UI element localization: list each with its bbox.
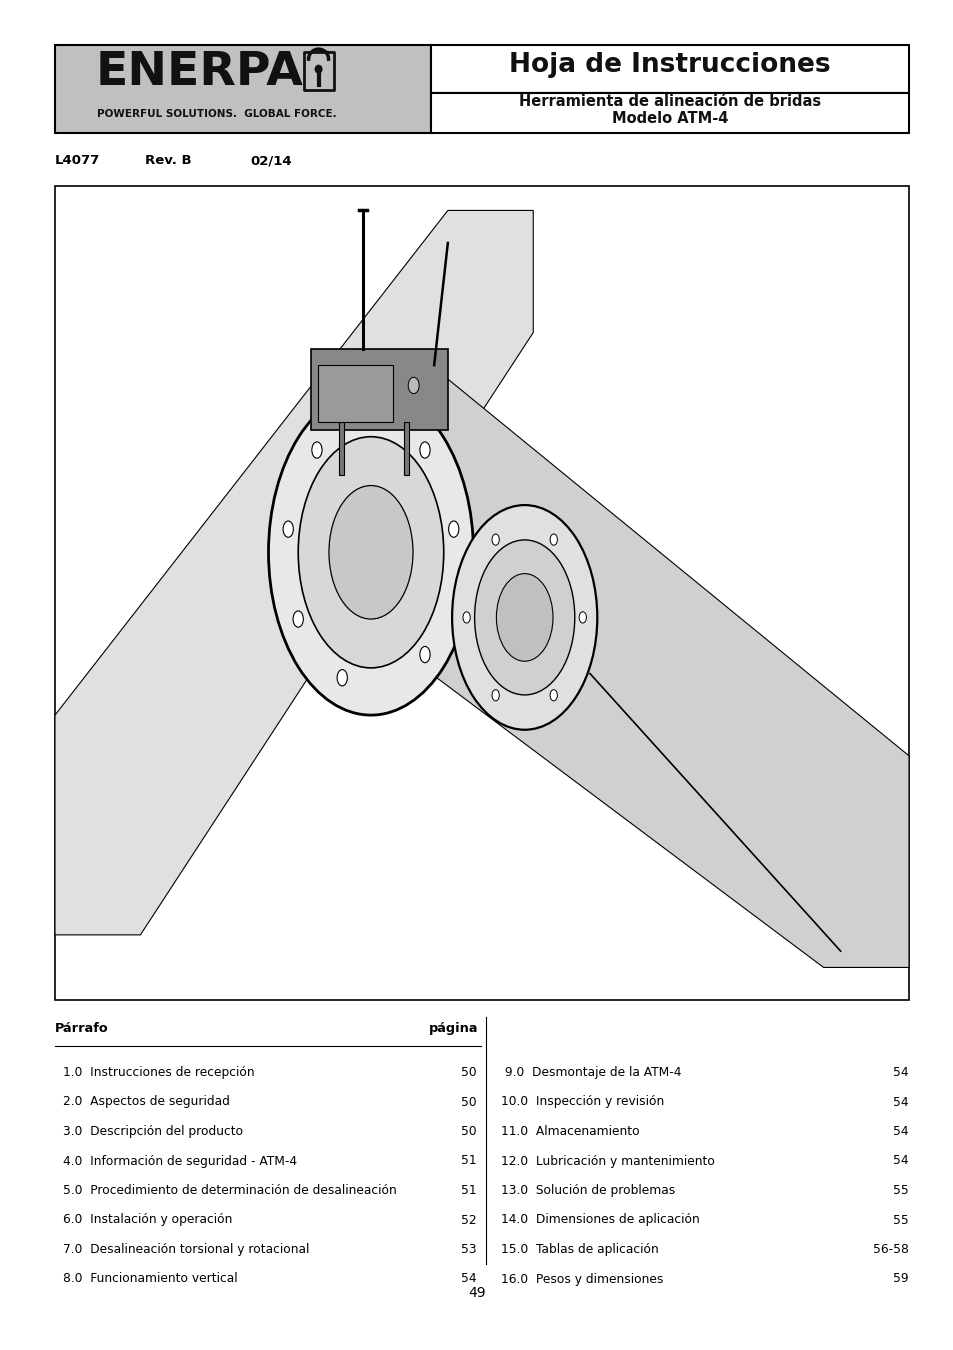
Text: 3.0  Descripción del producto: 3.0 Descripción del producto — [63, 1125, 243, 1138]
Text: 16.0  Pesos y dimensiones: 16.0 Pesos y dimensiones — [500, 1273, 663, 1285]
Ellipse shape — [578, 612, 586, 624]
Ellipse shape — [492, 535, 498, 545]
Ellipse shape — [448, 521, 458, 537]
Ellipse shape — [550, 690, 557, 701]
Text: 6.0  Instalación y operación: 6.0 Instalación y operación — [63, 1214, 233, 1227]
Bar — [404, 423, 409, 475]
Text: 59: 59 — [892, 1273, 908, 1285]
Text: 51: 51 — [460, 1184, 476, 1197]
Ellipse shape — [293, 612, 303, 628]
Bar — [303, 53, 334, 90]
Text: 11.0  Almacenamiento: 11.0 Almacenamiento — [500, 1125, 639, 1138]
Text: 5.0  Procedimiento de determinación de desalineación: 5.0 Procedimiento de determinación de de… — [63, 1184, 396, 1197]
Bar — [55, 45, 431, 134]
Text: 9.0  Desmontaje de la ATM-4: 9.0 Desmontaje de la ATM-4 — [500, 1066, 681, 1079]
Text: 49: 49 — [468, 1287, 485, 1300]
Text: 15.0  Tablas de aplicación: 15.0 Tablas de aplicación — [500, 1243, 659, 1256]
Text: Párrafo: Párrafo — [55, 1022, 109, 1035]
Text: 1.0  Instrucciones de recepción: 1.0 Instrucciones de recepción — [63, 1066, 254, 1079]
Text: 10.0  Inspección y revisión: 10.0 Inspección y revisión — [500, 1095, 664, 1108]
Ellipse shape — [329, 486, 413, 620]
Ellipse shape — [336, 670, 347, 686]
Ellipse shape — [314, 65, 322, 74]
Ellipse shape — [283, 521, 293, 537]
Text: 50: 50 — [460, 1095, 476, 1108]
Text: 52: 52 — [460, 1214, 476, 1227]
Text: 53: 53 — [460, 1243, 476, 1256]
Ellipse shape — [312, 441, 322, 458]
Ellipse shape — [462, 612, 470, 624]
Text: ENERPAC: ENERPAC — [95, 51, 337, 96]
Text: 8.0  Funcionamiento vertical: 8.0 Funcionamiento vertical — [63, 1273, 237, 1285]
Ellipse shape — [492, 690, 498, 701]
Text: 14.0  Dimensiones de aplicación: 14.0 Dimensiones de aplicación — [500, 1214, 700, 1227]
Ellipse shape — [419, 647, 430, 663]
Ellipse shape — [452, 505, 597, 730]
Text: Hoja de Instrucciones: Hoja de Instrucciones — [509, 53, 830, 78]
Ellipse shape — [496, 574, 553, 662]
Polygon shape — [345, 364, 908, 968]
Text: 54: 54 — [892, 1154, 908, 1168]
Text: 2.0  Aspectos de seguridad: 2.0 Aspectos de seguridad — [63, 1095, 230, 1108]
Ellipse shape — [474, 540, 575, 695]
Text: Herramienta de alineación de bridas: Herramienta de alineación de bridas — [518, 93, 821, 109]
Polygon shape — [55, 211, 533, 936]
Bar — [431, 45, 908, 93]
Text: 7.0  Desalineación torsional y rotacional: 7.0 Desalineación torsional y rotacional — [63, 1243, 309, 1256]
Text: 02/14: 02/14 — [250, 154, 292, 167]
Text: 56-58: 56-58 — [872, 1243, 908, 1256]
Text: 50: 50 — [460, 1066, 476, 1079]
Text: 54: 54 — [892, 1125, 908, 1138]
Bar — [431, 93, 908, 134]
Text: 54: 54 — [892, 1066, 908, 1079]
Text: 50: 50 — [460, 1125, 476, 1138]
Text: POWERFUL SOLUTIONS.  GLOBAL FORCE.: POWERFUL SOLUTIONS. GLOBAL FORCE. — [96, 108, 336, 119]
Text: 54: 54 — [460, 1273, 476, 1285]
Text: 4.0  Información de seguridad - ATM-4: 4.0 Información de seguridad - ATM-4 — [63, 1154, 296, 1168]
Text: Rev. B: Rev. B — [145, 154, 192, 167]
Text: 13.0  Solución de problemas: 13.0 Solución de problemas — [500, 1184, 675, 1197]
Bar — [317, 364, 393, 423]
Bar — [338, 423, 343, 475]
Text: 55: 55 — [892, 1214, 908, 1227]
Ellipse shape — [365, 410, 375, 427]
Ellipse shape — [298, 436, 443, 668]
Bar — [311, 348, 447, 431]
Ellipse shape — [268, 390, 473, 716]
Text: L4077: L4077 — [55, 154, 100, 167]
Text: página: página — [428, 1022, 477, 1035]
Text: Modelo ATM-4: Modelo ATM-4 — [611, 111, 727, 126]
Ellipse shape — [550, 535, 557, 545]
Text: 54: 54 — [892, 1095, 908, 1108]
Bar — [55, 186, 908, 1000]
Text: 51: 51 — [460, 1154, 476, 1168]
Text: 55: 55 — [892, 1184, 908, 1197]
Ellipse shape — [419, 441, 430, 458]
Ellipse shape — [408, 377, 418, 394]
Text: 12.0  Lubricación y mantenimiento: 12.0 Lubricación y mantenimiento — [500, 1154, 715, 1168]
